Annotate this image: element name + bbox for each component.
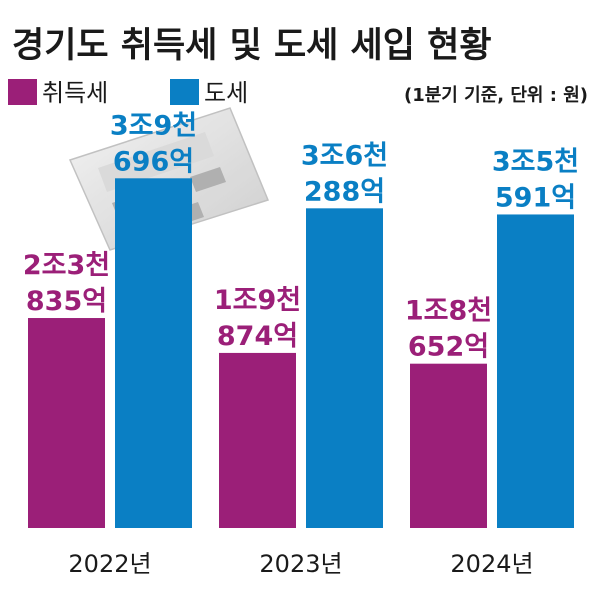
chart-title: 경기도 취득세 및 도세 세입 현황	[12, 26, 492, 66]
x-tick-label-2024: 2024년	[450, 550, 533, 578]
legend-label-provincial-tax: 도세	[204, 79, 248, 107]
value-label-provincial-tax-2024-line2: 591억	[495, 182, 576, 213]
x-tick-label-2023: 2023년	[259, 550, 342, 578]
bar-acquisition-tax-2022	[28, 318, 105, 528]
value-label-acquisition-tax-2022-line1: 2조3천	[23, 250, 110, 281]
legend-label-acquisition-tax: 취득세	[42, 79, 108, 107]
x-axis-ticks: 2022년 2023년 2024년	[68, 550, 533, 578]
value-label-acquisition-tax-2023-line2: 874억	[217, 321, 298, 352]
value-label-provincial-tax-2023-line1: 3조6천	[301, 140, 388, 171]
value-label-provincial-tax-2022-line2: 696억	[113, 146, 194, 177]
bar-acquisition-tax-2024	[410, 363, 487, 528]
value-label-provincial-tax-2022-line1: 3조9천	[110, 110, 197, 141]
value-labels-group: 2조3천 835억 3조9천 696억 1조9천 874억 3조6천 288억 1조8천 652억…	[23, 110, 579, 362]
bar-provincial-tax-2023	[306, 208, 383, 528]
legend: 취득세 도세	[8, 79, 248, 107]
bar-provincial-tax-2022	[115, 178, 192, 528]
value-label-acquisition-tax-2022-line2: 835억	[26, 286, 107, 317]
bar-acquisition-tax-2023	[219, 352, 296, 528]
x-tick-label-2022: 2022년	[68, 550, 151, 578]
value-label-provincial-tax-2024-line1: 3조5천	[492, 146, 579, 177]
legend-swatch-provincial-tax	[170, 79, 199, 105]
unit-note: (1분기 기준, 단위 : 원)	[404, 85, 588, 106]
value-label-acquisition-tax-2024-line2: 652억	[408, 332, 489, 363]
value-label-provincial-tax-2023-line2: 288억	[304, 176, 385, 207]
bars-group	[28, 178, 574, 528]
legend-swatch-acquisition-tax	[8, 79, 37, 105]
value-label-acquisition-tax-2024-line1: 1조8천	[405, 296, 492, 327]
value-label-acquisition-tax-2023-line1: 1조9천	[214, 285, 301, 316]
bar-provincial-tax-2024	[497, 214, 574, 528]
